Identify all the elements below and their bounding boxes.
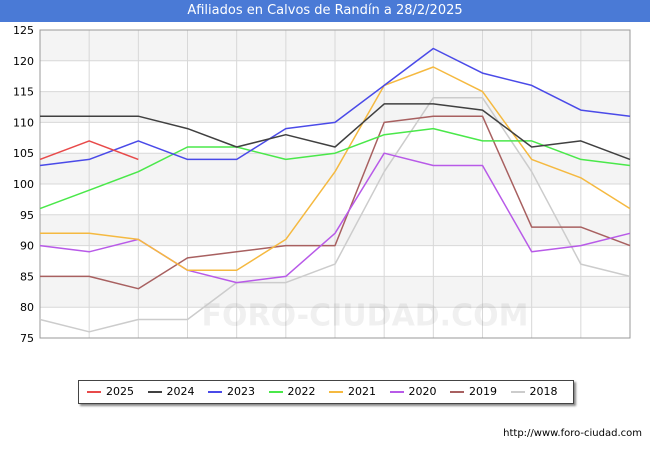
x-tick-label: MAR bbox=[175, 345, 200, 347]
series-line-2024 bbox=[40, 103, 631, 161]
x-tick-label: ENE bbox=[78, 345, 100, 347]
legend-swatch bbox=[450, 391, 464, 393]
y-tick-label: 85 bbox=[20, 270, 34, 283]
y-tick-label: 95 bbox=[20, 209, 34, 222]
x-tick-label: JUN bbox=[324, 345, 345, 347]
x-tick-label: DIC bbox=[620, 345, 640, 347]
series-line-2022 bbox=[39, 127, 631, 210]
chart-legend: 2025 2024 2023 2022 2021 2020 2019 2018 bbox=[78, 380, 574, 404]
x-tick-label: AGO bbox=[421, 345, 446, 347]
legend-swatch bbox=[389, 391, 404, 393]
series-line-2021 bbox=[40, 66, 631, 271]
x-tick-label: NOV bbox=[569, 345, 594, 347]
legend-label: 2019 bbox=[469, 385, 497, 398]
series-line-2019 bbox=[40, 115, 631, 290]
y-tick-label: 80 bbox=[20, 301, 34, 314]
legend-label: 2020 bbox=[408, 385, 437, 398]
legend-label: 2025 bbox=[106, 385, 134, 398]
x-tick-label: ABR bbox=[225, 345, 248, 347]
series-line-2023 bbox=[39, 47, 631, 167]
y-tick-label: 110 bbox=[13, 116, 34, 129]
x-tick-label: SEP bbox=[472, 345, 493, 347]
x-tick-label: MAY bbox=[274, 345, 297, 347]
line-chart: 75 80 85 90 95 100 105 110 115 120 125 ENE FEB MAR ABR… bbox=[13, 24, 640, 347]
legend-label: 2023 bbox=[227, 385, 255, 398]
legend-label: 2022 bbox=[287, 385, 316, 398]
y-tick-label: 90 bbox=[20, 240, 34, 253]
legend-swatch bbox=[87, 391, 101, 393]
legend-label: 2021 bbox=[348, 385, 376, 398]
legend-swatch bbox=[208, 391, 222, 393]
legend-swatch bbox=[510, 391, 525, 393]
legend-swatch bbox=[329, 391, 343, 393]
y-tick-label: 105 bbox=[13, 147, 34, 160]
chart-title: Afiliados en Calvos de Randín a 28/2/202… bbox=[0, 0, 650, 22]
x-tick-label: FEB bbox=[128, 345, 149, 347]
x-tick-label: JUL bbox=[374, 345, 393, 347]
legend-swatch bbox=[268, 391, 283, 393]
y-tick-label: 115 bbox=[13, 86, 34, 99]
y-tick-label: 100 bbox=[13, 178, 34, 191]
watermark: FORO-CIUDAD.COM bbox=[202, 299, 529, 334]
series-line-2025 bbox=[39, 140, 139, 161]
legend-swatch bbox=[147, 391, 162, 393]
series-line-2018 bbox=[39, 97, 631, 333]
y-tick-label: 120 bbox=[13, 55, 34, 68]
x-tick-label: OCT bbox=[520, 345, 543, 347]
legend-label: 2024 bbox=[166, 385, 195, 398]
plot-border bbox=[39, 29, 631, 339]
footer-url[interactable]: http://www.foro-ciudad.com bbox=[503, 428, 642, 439]
y-tick-label: 125 bbox=[13, 24, 34, 37]
legend-label: 2018 bbox=[529, 385, 558, 398]
y-tick-label: 75 bbox=[20, 332, 34, 345]
